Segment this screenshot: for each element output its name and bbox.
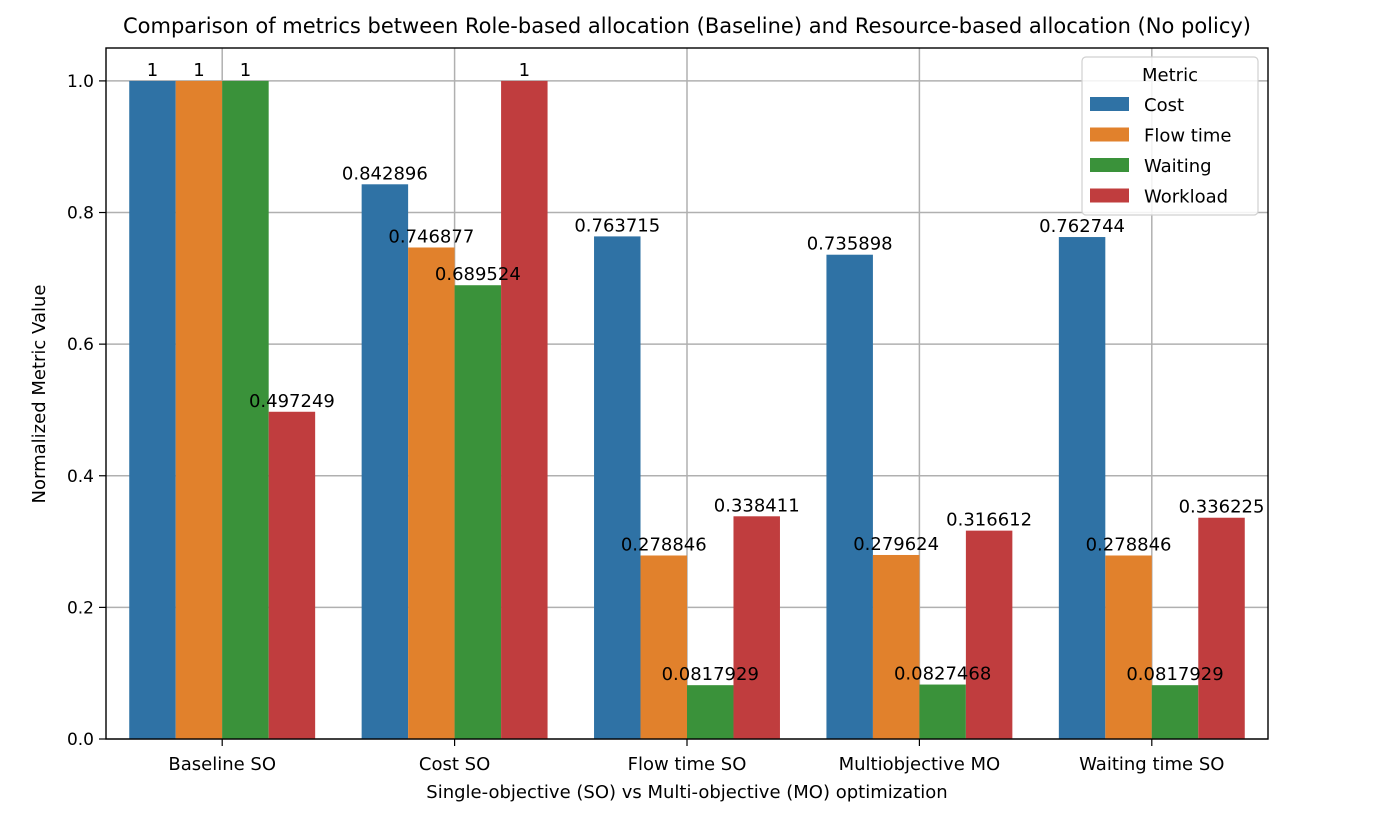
y-axis-label: Normalized Metric Value bbox=[29, 285, 50, 504]
bar-workload bbox=[1198, 517, 1245, 739]
legend-box bbox=[1081, 56, 1259, 216]
data-label: 0.278846 bbox=[621, 534, 707, 555]
plot-frame bbox=[105, 47, 1269, 740]
legend-swatch bbox=[1090, 97, 1129, 111]
data-label: 0.735898 bbox=[807, 234, 893, 255]
bars bbox=[129, 80, 1245, 739]
data-label: 0.338411 bbox=[714, 495, 800, 516]
legend-entry: Flow time bbox=[1144, 126, 1231, 147]
y-tick-label: 0.2 bbox=[67, 598, 94, 618]
y-tick-label: 0.8 bbox=[67, 204, 94, 224]
data-label: 0.336225 bbox=[1179, 497, 1265, 518]
bar-cost bbox=[594, 236, 641, 739]
data-label: 0.279624 bbox=[853, 534, 939, 555]
chart-title: Comparison of metrics between Role-based… bbox=[123, 14, 1251, 38]
data-label: 0.497249 bbox=[249, 391, 335, 412]
bar-workload bbox=[268, 411, 316, 739]
legend: Metric Cost Flow time Waiting Workload bbox=[1081, 56, 1259, 216]
y-tick-label: 0.6 bbox=[67, 335, 94, 355]
data-label: 1 bbox=[193, 60, 204, 81]
x-tick-label: Cost SO bbox=[419, 754, 490, 775]
bar-flow-time bbox=[640, 555, 687, 739]
legend-title: Metric bbox=[1142, 65, 1198, 86]
bar-cost bbox=[1058, 237, 1106, 739]
bar-flow-time bbox=[872, 554, 920, 739]
data-label: 1 bbox=[147, 60, 158, 81]
axes: 0.0 0.2 0.4 0.6 0.8 1.0 Baseline SO Cost SO Flow… bbox=[67, 47, 1269, 775]
y-tick-label: 1.0 bbox=[67, 72, 94, 92]
bar-cost bbox=[129, 80, 176, 739]
bar-waiting bbox=[222, 80, 269, 739]
bar-workload bbox=[501, 80, 548, 739]
data-label: 0.0817929 bbox=[1126, 664, 1223, 685]
y-tick-label: 0.4 bbox=[67, 467, 94, 487]
data-label: 1 bbox=[240, 60, 251, 81]
data-label: 0.746877 bbox=[388, 226, 474, 247]
bar-waiting bbox=[1151, 685, 1199, 739]
x-axis-label: Single-objective (SO) vs Multi-objective… bbox=[426, 782, 947, 803]
legend-entry: Workload bbox=[1144, 187, 1228, 208]
data-label: 0.842896 bbox=[342, 163, 428, 184]
x-tick-label: Multiobjective MO bbox=[839, 754, 1001, 775]
data-label: 0.0817929 bbox=[662, 664, 759, 685]
bar-workload bbox=[733, 516, 780, 739]
bar-cost bbox=[826, 254, 873, 739]
data-labels: 1 0.842896 0.763715 0.735898 0.762744 1 0.7468… bbox=[147, 60, 1265, 685]
legend-entry: Cost bbox=[1144, 95, 1184, 116]
data-label: 0.763715 bbox=[574, 215, 660, 236]
legend-swatch bbox=[1090, 158, 1129, 172]
y-tick-label: 0.0 bbox=[67, 730, 94, 750]
bar-waiting bbox=[687, 685, 734, 739]
bar-workload bbox=[965, 530, 1013, 739]
data-label: 1 bbox=[519, 60, 530, 81]
data-label: 0.278846 bbox=[1086, 534, 1172, 555]
x-tick-label: Waiting time SO bbox=[1079, 754, 1224, 775]
bar-waiting bbox=[454, 285, 502, 739]
data-label: 0.689524 bbox=[435, 264, 521, 285]
bar-flow-time bbox=[1105, 555, 1152, 739]
bar-flow-time bbox=[175, 80, 223, 739]
bar-waiting bbox=[919, 684, 966, 739]
bar-cost bbox=[361, 184, 409, 739]
x-tick-label: Flow time SO bbox=[628, 754, 747, 775]
bar-flow-time bbox=[408, 247, 455, 739]
legend-swatch bbox=[1090, 188, 1129, 203]
data-label: 0.762744 bbox=[1039, 216, 1125, 237]
legend-entry: Waiting bbox=[1144, 156, 1212, 177]
legend-swatch bbox=[1090, 127, 1129, 142]
data-label: 0.316612 bbox=[946, 510, 1032, 531]
data-label: 0.0827468 bbox=[894, 664, 991, 685]
x-tick-label: Baseline SO bbox=[168, 754, 276, 775]
